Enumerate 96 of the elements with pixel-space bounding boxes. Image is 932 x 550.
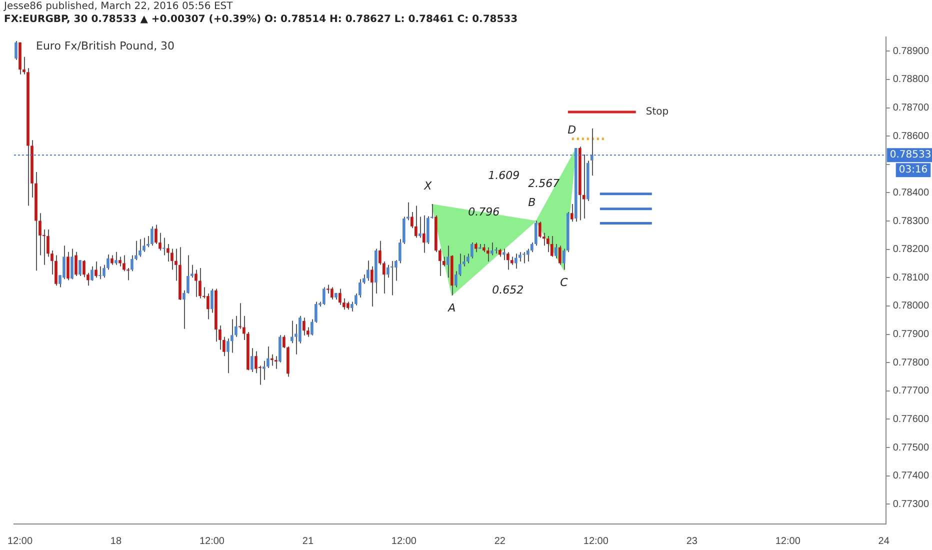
y-tick-label: 0.78400: [892, 187, 930, 198]
y-tick-label: 0.78300: [892, 216, 930, 227]
y-tick-label: 0.78700: [892, 102, 930, 114]
candlestick: [110, 254, 114, 266]
candlestick: [546, 236, 550, 253]
y-tick-label: 0.77700: [892, 386, 930, 397]
candlestick: [558, 245, 562, 266]
candlestick: [62, 245, 66, 280]
y-tick-label: 0.77800: [892, 357, 930, 368]
candlestick: [118, 256, 122, 267]
candlestick: [170, 248, 174, 270]
candlestick: [162, 237, 166, 256]
candlestick: [486, 246, 490, 262]
annotation: 1.609: [488, 168, 520, 182]
data-label: X: [423, 179, 432, 192]
candlestick: [150, 226, 154, 246]
y-tick-label: 0.77300: [892, 498, 930, 510]
candlestick: [302, 317, 306, 336]
annotation: 2.567: [528, 177, 560, 190]
candlestick: [142, 237, 146, 252]
candlestick: [98, 266, 102, 280]
candlestick: [74, 251, 78, 276]
candlestick: [422, 214, 426, 254]
y-tick-label: 0.77500: [892, 442, 930, 454]
candlestick: [330, 286, 334, 300]
candlestick: [526, 248, 530, 262]
candlestick: [262, 360, 266, 380]
candlestick: [338, 288, 342, 306]
x-tick-label: 22: [494, 536, 506, 547]
x-tick-label: 12:00: [775, 536, 801, 547]
candlestick: [138, 238, 142, 258]
y-tick-label: 0.77400: [892, 470, 930, 482]
candlestick: [514, 253, 518, 270]
candlestick: [470, 242, 474, 259]
candlestick: [82, 260, 86, 278]
candlestick: [274, 356, 278, 370]
x-tick-label: 23: [686, 536, 698, 547]
y-tick-label: 0.77600: [892, 414, 930, 425]
annotation: 0.796: [468, 205, 500, 218]
candlestick: [474, 242, 478, 253]
candlestick: [490, 242, 494, 256]
candlestick: [290, 320, 294, 344]
y-tick-label: 0.78100: [892, 272, 930, 284]
candlestick: [366, 260, 370, 282]
data-label: D: [568, 123, 576, 136]
candlestick: [590, 128, 594, 176]
candlestick: [570, 204, 574, 222]
y-tick-label: 0.77900: [892, 329, 930, 340]
candlestick: [78, 260, 82, 276]
candlestick: [90, 266, 94, 282]
x-tick-label: 18: [110, 536, 122, 547]
candlestick: [94, 261, 98, 278]
candlestick: [538, 221, 542, 238]
candlestick: [502, 248, 506, 261]
candlestick: [70, 248, 74, 280]
candlestick: [418, 216, 422, 238]
candlestick: [446, 245, 450, 278]
chart-title: Euro Fx/British Pound, 30: [36, 39, 175, 52]
candlestick: [554, 243, 558, 259]
x-tick-label: 12:00: [7, 536, 33, 547]
candlestick: [250, 348, 254, 372]
chart-subtitle: FX:EURGBP, 30 0.78533 ▲ +0.00307 (+0.39%) O: 0.78514 H: 0.78627 L: 0.78461 C: 0.78533: [4, 13, 519, 26]
candlestick: [226, 338, 230, 374]
y-tick-label: 0.78800: [892, 74, 930, 86]
data-label: C: [560, 276, 568, 290]
x-tick-label: 12:00: [583, 536, 609, 547]
data-label: A: [447, 302, 456, 315]
candlestick: [14, 40, 18, 60]
candlestick: [506, 252, 510, 270]
y-tick-label: 0.78000: [892, 300, 930, 312]
x-tick-label: 24: [878, 536, 890, 547]
data-label: B: [528, 196, 536, 210]
candlestick: [254, 350, 258, 374]
candlestick: [390, 260, 394, 296]
y-tick-label: 0.78900: [892, 46, 930, 57]
y-tick-label: 0.78200: [892, 244, 930, 256]
candlestick: [550, 236, 554, 258]
ref-line-label: 0.78533: [890, 150, 932, 161]
candlestick: [270, 354, 274, 366]
x-tick-label: 12:00: [199, 536, 225, 547]
candlestick: [198, 268, 202, 299]
annotation: 0.652: [492, 283, 524, 296]
y-tick-label: 0.78600: [892, 130, 930, 142]
candlestick: [386, 264, 390, 278]
candlestick: [322, 286, 326, 306]
text: 03:16: [898, 164, 928, 176]
candlestick: [114, 251, 118, 266]
series-label: Stop: [646, 106, 669, 118]
x-tick-label: 21: [302, 536, 314, 547]
candlestick: [194, 269, 198, 298]
x-tick-label: 12:00: [391, 536, 417, 547]
text: Jesse86 published, March 22, 2016 05:56 EST: [4, 0, 234, 13]
candlestick: [54, 254, 58, 286]
candlestick: [122, 254, 126, 272]
candlestick: [414, 205, 418, 238]
candlestick: [522, 252, 526, 264]
